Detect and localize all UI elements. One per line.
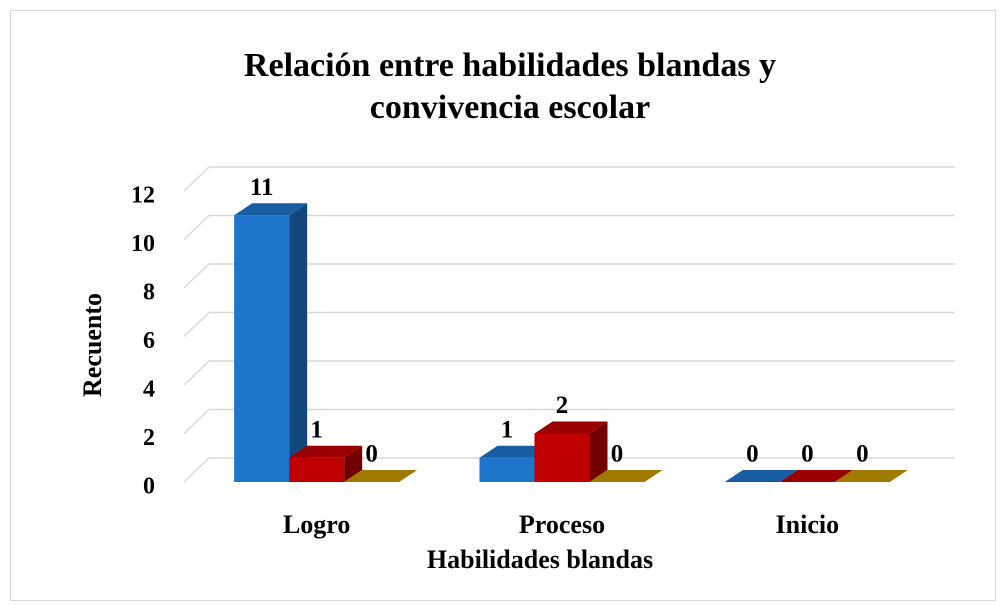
grid-line — [183, 263, 955, 289]
chart-title: Relación entre habilidades blandas y — [244, 47, 776, 84]
bar-top — [589, 470, 663, 482]
bar-top — [724, 470, 798, 482]
grid-line — [183, 166, 955, 192]
grid-line — [183, 457, 955, 483]
x-tick-label: Logro — [283, 510, 350, 539]
bar — [289, 445, 363, 482]
data-label: 0 — [365, 441, 378, 468]
bar-side — [289, 203, 308, 482]
x-tick-label: Inicio — [776, 510, 840, 539]
data-label: 0 — [801, 441, 814, 468]
bar-top — [479, 445, 553, 458]
y-tick-label: 10 — [131, 231, 155, 257]
bar-top — [779, 470, 853, 482]
bar — [534, 421, 608, 482]
x-axis-title: Habilidades blandas — [427, 545, 653, 574]
bar — [234, 203, 308, 482]
data-label: 2 — [556, 392, 569, 419]
data-label: 11 — [250, 174, 274, 201]
data-label: 0 — [856, 441, 869, 468]
bar-top — [534, 421, 608, 434]
bar — [344, 470, 418, 482]
data-label: 0 — [746, 441, 759, 468]
data-label: 0 — [611, 441, 624, 468]
bar-top — [234, 203, 308, 216]
bar-top — [289, 445, 363, 458]
y-tick-label: 2 — [143, 425, 155, 451]
grid-line — [183, 360, 955, 386]
bar-front — [289, 457, 345, 482]
bar — [834, 470, 908, 482]
bar-top — [344, 470, 418, 482]
data-label: 1 — [501, 416, 514, 443]
y-tick-label: 6 — [143, 328, 155, 354]
bar-top — [834, 470, 908, 482]
y-axis-title: Recuento — [78, 293, 107, 397]
grid-line — [183, 214, 955, 241]
grid-line — [183, 408, 955, 435]
bar-front — [534, 433, 590, 482]
chart-title: convivencia escolar — [370, 89, 650, 126]
bar-front — [234, 215, 290, 482]
grid-line — [183, 311, 955, 338]
y-tick-label: 4 — [143, 377, 155, 403]
bar — [779, 470, 853, 482]
x-tick-label: Proceso — [519, 510, 605, 539]
y-tick-label: 12 — [131, 183, 155, 209]
bar — [724, 470, 798, 482]
bar — [589, 470, 663, 482]
data-label: 1 — [310, 416, 323, 443]
bar-side — [589, 421, 608, 482]
bar-side — [344, 445, 363, 482]
bar-front — [479, 457, 535, 482]
y-tick-label: 0 — [143, 474, 155, 500]
y-tick-label: 8 — [143, 280, 155, 306]
chart-border — [10, 10, 996, 601]
